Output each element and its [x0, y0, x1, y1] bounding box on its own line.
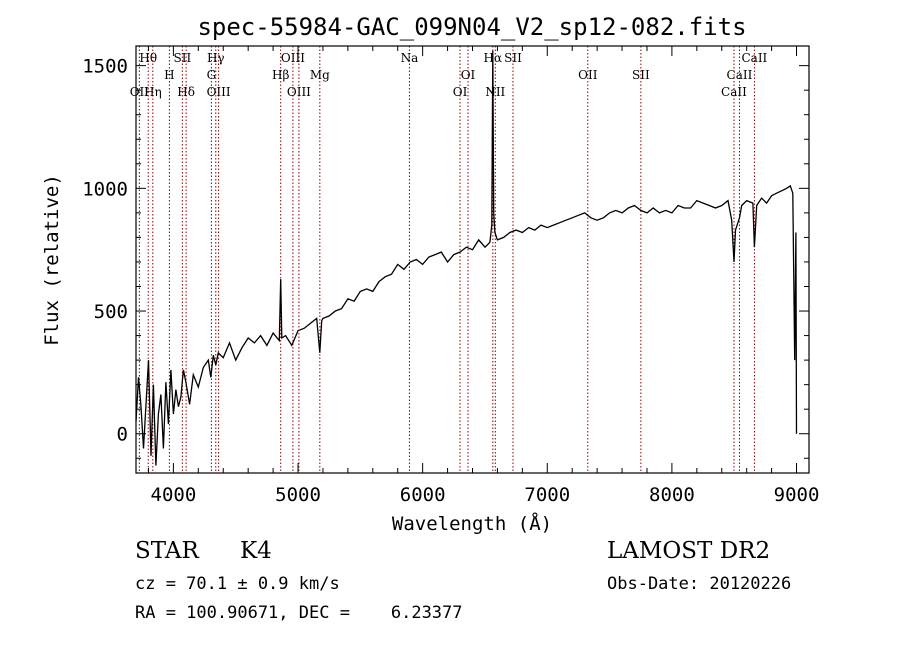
- axis-ticks: 4000 5000 6000 7000 8000 9000 0 500 1000 1500: [82, 46, 819, 506]
- line-marker-label: Hβ: [272, 68, 289, 82]
- line-marker-label: OI: [461, 68, 476, 82]
- y-tick-label: 1000: [82, 178, 128, 200]
- line-marker-label: OIII: [281, 51, 305, 65]
- line-marker-label: CaII: [721, 85, 747, 99]
- coordinates-line: RA = 100.90671, DEC = 6.23377: [135, 603, 463, 623]
- line-marker-label: Hδ: [177, 85, 195, 99]
- line-marker-label: Na: [401, 51, 419, 65]
- x-tick-label: 6000: [400, 484, 446, 506]
- line-marker-label: NII: [485, 85, 505, 99]
- line-marker-label: CaII: [727, 68, 753, 82]
- y-tick-label: 0: [117, 424, 128, 446]
- line-marker-label: OIII: [207, 85, 231, 99]
- line-marker-label: OII: [130, 85, 150, 99]
- object-subclass: K4: [240, 538, 272, 564]
- plot-frame: [135, 45, 810, 474]
- chart-title: spec-55984-GAC_099N04_V2_sp12-082.fits: [197, 13, 746, 41]
- line-marker-label: Mg: [310, 68, 330, 82]
- spectral-line-markers: HθOIIHηSIIHHδHγGOIIIOIIIHβOIIIMgNaOIOIHα…: [130, 46, 768, 473]
- line-marker-label: G: [207, 68, 217, 82]
- line-marker-label: OI: [453, 85, 468, 99]
- line-marker-label: SII: [174, 51, 192, 65]
- y-axis-label: Flux (relative): [41, 174, 63, 346]
- x-tick-label: 9000: [774, 484, 820, 506]
- line-marker-label: Hγ: [207, 51, 225, 65]
- line-marker-label: OIII: [287, 85, 311, 99]
- y-tick-label: 500: [94, 301, 128, 323]
- redshift-line: cz = 70.1 ± 0.9 km/s: [135, 574, 340, 594]
- y-tick-label: 1500: [82, 56, 128, 78]
- object-class: STAR: [135, 538, 199, 564]
- line-marker-label: SII: [632, 68, 650, 82]
- line-marker-label: SII: [504, 51, 522, 65]
- line-marker-label: CaII: [741, 51, 767, 65]
- line-marker-label: Hη: [144, 85, 162, 99]
- spectrum-line: [135, 50, 798, 466]
- x-tick-label: 7000: [524, 484, 570, 506]
- line-marker-label: Hθ: [139, 51, 157, 65]
- x-tick-label: 4000: [151, 484, 197, 506]
- obs-date-line: Obs-Date: 20120226: [607, 574, 792, 594]
- x-tick-label: 5000: [275, 484, 321, 506]
- x-tick-label: 8000: [649, 484, 695, 506]
- x-axis-label: Wavelength (Å): [392, 512, 552, 535]
- line-marker-label: H: [164, 68, 174, 82]
- survey-label: LAMOST DR2: [607, 538, 771, 564]
- line-marker-label: OII: [578, 68, 598, 82]
